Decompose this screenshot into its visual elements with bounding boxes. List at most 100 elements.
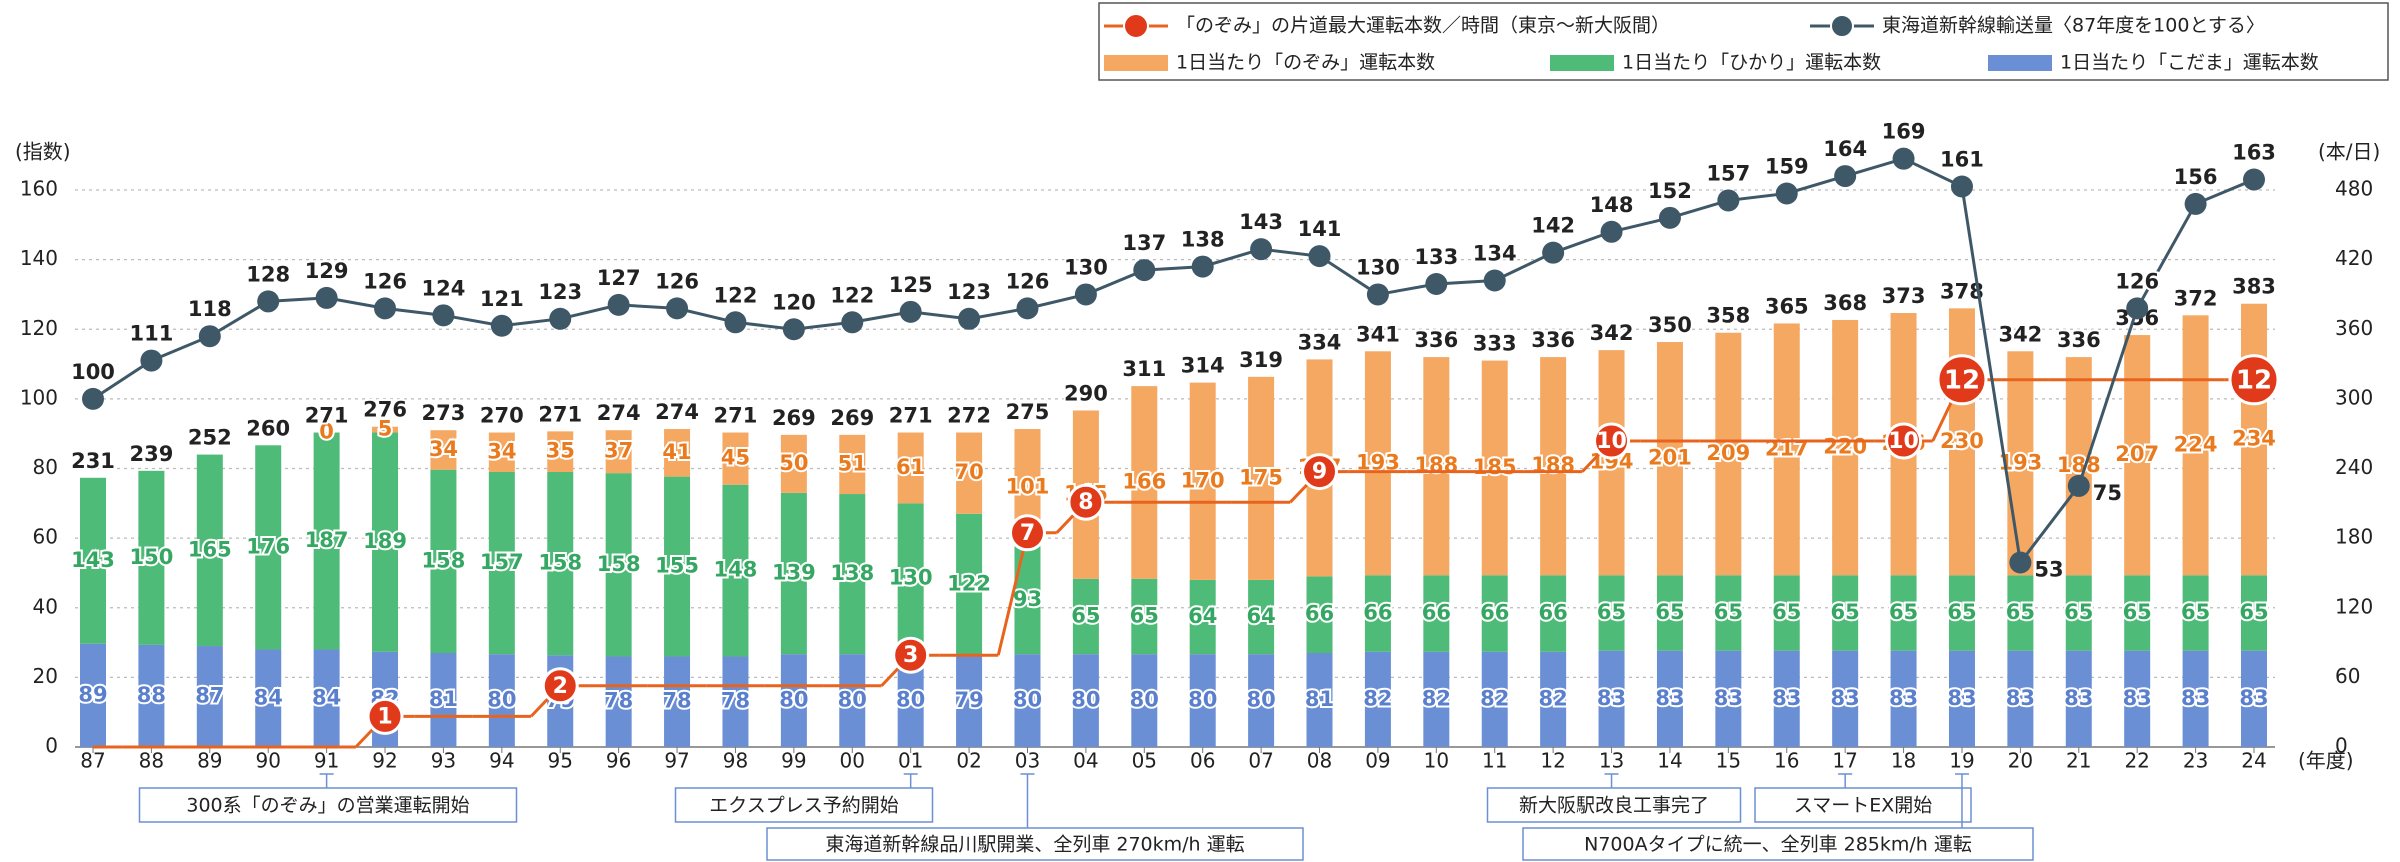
bar-value-label: 83 [1889, 686, 1918, 710]
bar-segment [664, 476, 691, 657]
bar-segment [780, 434, 807, 493]
annotation-box [766, 827, 1304, 861]
bar-segment [1248, 579, 1275, 655]
annotation-text: エクスプレス予約開始 [709, 795, 898, 817]
line-point [315, 286, 338, 309]
step-marker [1067, 483, 1105, 521]
line-value-label: 156 [2174, 165, 2218, 189]
bar-segment [839, 494, 866, 655]
step-marker-label: 3 [903, 643, 918, 668]
bar-segment [1598, 350, 1625, 576]
line-value-label: 169 [1882, 120, 1926, 144]
annotation-box [138, 787, 518, 823]
bar-segment [897, 503, 924, 655]
bar-value-label: 66 [1480, 601, 1509, 625]
bar-value-label: 45 [721, 446, 750, 470]
line-value-label: 122 [830, 283, 874, 307]
annotation-text: 300系「のぞみ」の営業運転開始 [186, 795, 469, 817]
bar-segment [664, 429, 691, 477]
bar-segment [1131, 654, 1158, 747]
bar-segment [1948, 575, 1975, 651]
bar-value-label: 83 [1597, 686, 1626, 710]
total-label: 274 [597, 401, 641, 425]
line-point [1892, 147, 1915, 170]
total-label: 276 [363, 398, 407, 422]
bar-value-label: 65 [2181, 600, 2210, 624]
bar-value-label: 81 [429, 687, 458, 711]
line-value-label: 123 [538, 280, 582, 304]
line-value-label: 120 [772, 290, 816, 314]
bar-value-label: 66 [1539, 601, 1568, 625]
bar-segment [488, 471, 515, 655]
x-tick-label: 09 [1365, 749, 1390, 773]
bar-segment [2065, 650, 2092, 747]
bar-segment [605, 656, 632, 747]
line-point [2184, 192, 2207, 215]
bar-value-label: 93 [1013, 587, 1042, 611]
bar-segment [1248, 376, 1275, 580]
bar-value-label: 220 [1823, 435, 1867, 459]
bar-value-label: 150 [129, 545, 173, 569]
bar-segment [1481, 575, 1508, 652]
total-label: 271 [714, 404, 758, 428]
step-marker [1885, 422, 1923, 460]
bar-value-label: 65 [1130, 603, 1159, 627]
bar-segment [196, 646, 223, 747]
step-marker-label: 2 [553, 674, 568, 699]
y2-tick-label: 480 [2335, 177, 2373, 201]
total-label: 350 [1648, 313, 1692, 337]
x-tick-label: 15 [1716, 749, 1741, 773]
annotation-box [674, 787, 934, 823]
bar-segment [780, 492, 807, 655]
bar-value-label: 87 [195, 684, 224, 708]
bar-segment [2241, 575, 2267, 651]
bar-value-label: 34 [429, 437, 458, 461]
bar-value-label: 158 [538, 551, 582, 575]
y-tick-label: 60 [33, 525, 58, 549]
total-label: 319 [1239, 348, 1283, 372]
x-tick-label: 04 [1073, 749, 1098, 773]
line-point [1133, 259, 1156, 282]
y2-tick-label: 60 [2335, 664, 2360, 688]
bar-segment [664, 656, 691, 747]
bar-value-label: 34 [487, 439, 516, 463]
bar-value-label: 82 [1422, 686, 1451, 710]
line-point [2067, 474, 2090, 497]
line-value-label: 152 [1648, 179, 1692, 203]
x-tick-label: 24 [2241, 749, 2266, 773]
x-tick-label: 21 [2066, 749, 2091, 773]
line-value-label: 159 [1765, 154, 1809, 178]
total-label: 373 [1882, 284, 1926, 308]
bar-value-label: 83 [1947, 686, 1976, 710]
line-point [1366, 283, 1389, 306]
y2-tick-label: 360 [2335, 316, 2373, 340]
bar-segment [1131, 386, 1158, 579]
bar-value-label: 80 [896, 688, 925, 712]
line-value-label: 134 [1473, 242, 1517, 266]
bar-value-label: 165 [188, 537, 232, 561]
bar-value-label: 188 [1414, 453, 1458, 477]
bar-segment [1773, 575, 1800, 651]
bar-segment [956, 513, 983, 656]
bar-segment [547, 431, 574, 472]
y2-tick-label: 0 [2335, 734, 2348, 758]
total-label: 342 [1590, 321, 1634, 345]
total-label: 336 [2057, 328, 2101, 352]
total-label: 383 [2232, 275, 2276, 299]
bar-value-label: 188 [2057, 453, 2101, 477]
y-tick-label: 20 [33, 664, 58, 688]
bar-segment [430, 653, 457, 747]
bar-segment [1656, 342, 1683, 576]
line-point [1600, 220, 1623, 243]
y2-tick-label: 180 [2335, 525, 2373, 549]
total-label: 358 [1706, 304, 1750, 328]
bar-segment [1715, 650, 1742, 747]
line-value-label: 75 [2093, 481, 2122, 505]
bar-segment [1248, 654, 1275, 747]
bar-segment [956, 432, 983, 514]
line-point [899, 300, 922, 323]
step-marker-label: 9 [1312, 460, 1327, 485]
line-value-label: 142 [1531, 214, 1575, 238]
bar-segment [313, 432, 340, 650]
bar-segment [1948, 650, 1975, 747]
